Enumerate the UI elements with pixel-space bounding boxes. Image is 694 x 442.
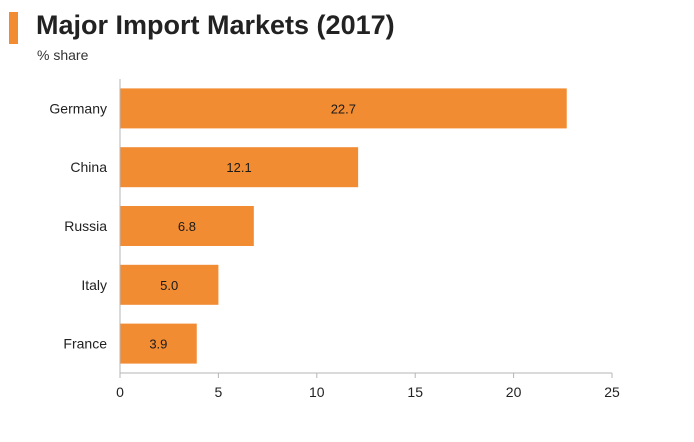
bar-france (120, 323, 197, 364)
x-tick-label-10: 10 (309, 384, 325, 400)
category-label-russia: Russia (64, 218, 107, 234)
data-label-france: 3.9 (149, 337, 167, 352)
bar-italy (120, 264, 219, 305)
bar-russia (120, 206, 254, 246)
data-label-germany: 22.7 (331, 101, 356, 116)
category-label-france: France (63, 336, 107, 352)
x-tick-label-25: 25 (604, 384, 620, 400)
category-label-germany: Germany (49, 100, 107, 116)
title-accent-bar (9, 12, 18, 44)
bar-china (120, 147, 359, 188)
data-label-russia: 6.8 (178, 219, 196, 234)
x-tick-label-20: 20 (506, 384, 522, 400)
x-tick-label-15: 15 (407, 384, 423, 400)
bar-germany (120, 88, 567, 129)
category-label-italy: Italy (81, 277, 107, 293)
chart-title: Major Import Markets (2017) (36, 10, 395, 40)
x-tick-label-5: 5 (215, 384, 223, 400)
chart-subtitle: % share (37, 47, 89, 63)
data-label-italy: 5.0 (160, 278, 178, 293)
category-label-china: China (70, 159, 107, 175)
x-tick-label-0: 0 (116, 384, 124, 400)
data-label-china: 12.1 (226, 160, 251, 175)
